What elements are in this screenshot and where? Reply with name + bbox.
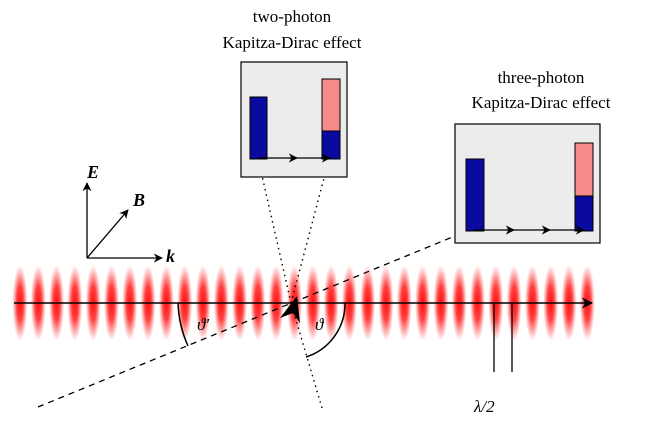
three-photon-bar-right-excited — [575, 143, 593, 196]
theta-label: ϑ — [315, 315, 325, 334]
field-axes: E B k — [86, 162, 175, 266]
two-photon-bar-right-ground — [322, 131, 340, 159]
two-photon-panel: two-photon Kapitza-Dirac effect — [223, 7, 362, 177]
three-photon-panel: three-photon Kapitza-Dirac effect — [455, 68, 611, 243]
two-photon-title-line2: Kapitza-Dirac effect — [223, 33, 362, 52]
three-photon-title-line2: Kapitza-Dirac effect — [472, 93, 611, 112]
two-photon-bar-right-excited — [322, 79, 340, 131]
theta-prime-label: ϑ′ — [197, 315, 209, 334]
e-axis-label: E — [86, 162, 99, 182]
b-axis-label: B — [132, 190, 145, 210]
two-photon-title-line1: two-photon — [253, 7, 332, 26]
three-photon-bar-right-ground — [575, 196, 593, 231]
k-axis-label: k — [166, 246, 175, 266]
b-axis-arrow — [87, 210, 128, 258]
wavelength-label: λ/2 — [473, 397, 495, 416]
three-photon-title-line1: three-photon — [498, 68, 585, 87]
three-photon-bar-left — [466, 159, 484, 231]
two-photon-bar-left — [250, 97, 267, 159]
